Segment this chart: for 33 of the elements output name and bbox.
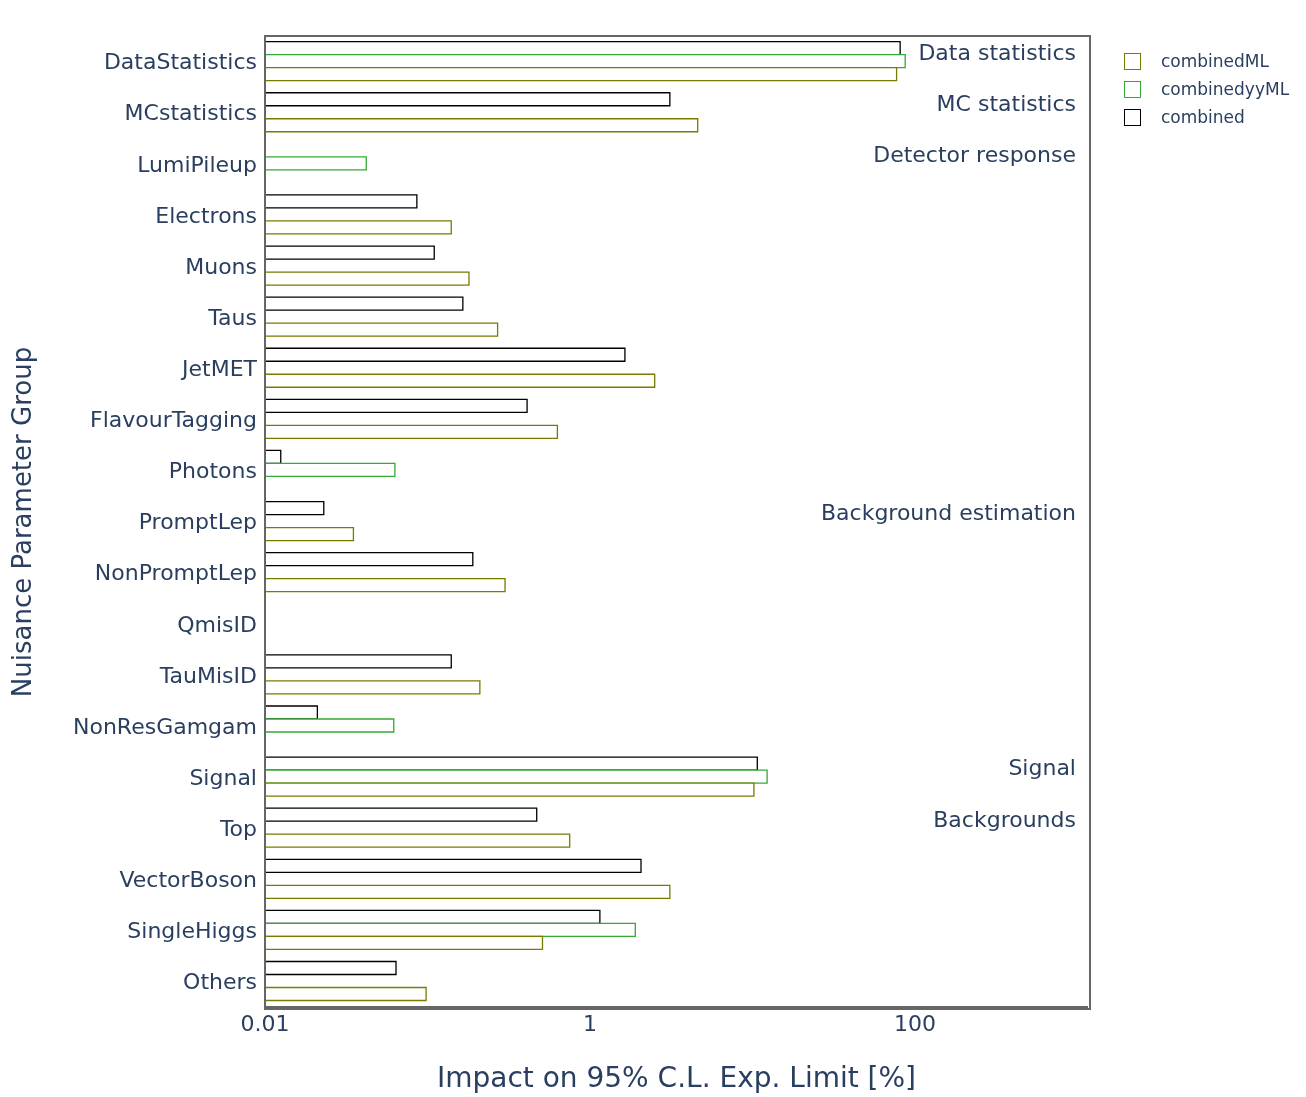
y-tick-label: VectorBoson <box>119 867 257 893</box>
legend-label: combined <box>1161 107 1245 127</box>
x-tick-label: 1 <box>583 1010 598 1036</box>
annotation: Detector response <box>873 142 1076 168</box>
y-tick-label: LumiPileup <box>137 151 257 177</box>
annotation: MC statistics <box>936 91 1076 117</box>
y-tick-label: Others <box>183 969 257 995</box>
y-tick-label: NonResGamgam <box>73 713 257 739</box>
annotation: Data statistics <box>918 40 1076 65</box>
y-tick-label: SingleHiggs <box>127 918 257 944</box>
y-tick-label: NonPromptLep <box>94 560 257 586</box>
x-axis-title: Impact on 95% C.L. Exp. Limit [%] <box>436 1061 917 1094</box>
y-tick-label: JetMET <box>180 355 258 381</box>
y-tick-label: Taus <box>207 304 257 330</box>
y-tick-label: DataStatistics <box>103 49 257 75</box>
y-tick-label: Electrons <box>155 202 257 228</box>
y-tick-label: TauMisID <box>158 662 257 688</box>
legend-label: combinedML <box>1161 51 1269 71</box>
annotation: Signal <box>1008 755 1076 781</box>
legend-label: combinedyyML <box>1161 79 1290 99</box>
annotation: Backgrounds <box>933 806 1076 832</box>
y-axis-title: Nuisance Parameter Group <box>7 346 37 697</box>
y-tick-label: QmisID <box>177 611 257 637</box>
y-tick-label: Top <box>218 815 257 841</box>
y-tick-label: PromptLep <box>138 509 257 535</box>
y-tick-label: MCstatistics <box>124 100 257 126</box>
y-tick-label: Signal <box>189 764 257 790</box>
x-tick-label: 100 <box>894 1010 937 1036</box>
annotation: Background estimation <box>820 499 1076 525</box>
y-tick-label: FlavourTagging <box>90 407 257 433</box>
y-tick-label: Muons <box>185 253 257 279</box>
y-tick-label: Photons <box>168 458 257 484</box>
x-tick-label: 0.01 <box>240 1010 290 1036</box>
